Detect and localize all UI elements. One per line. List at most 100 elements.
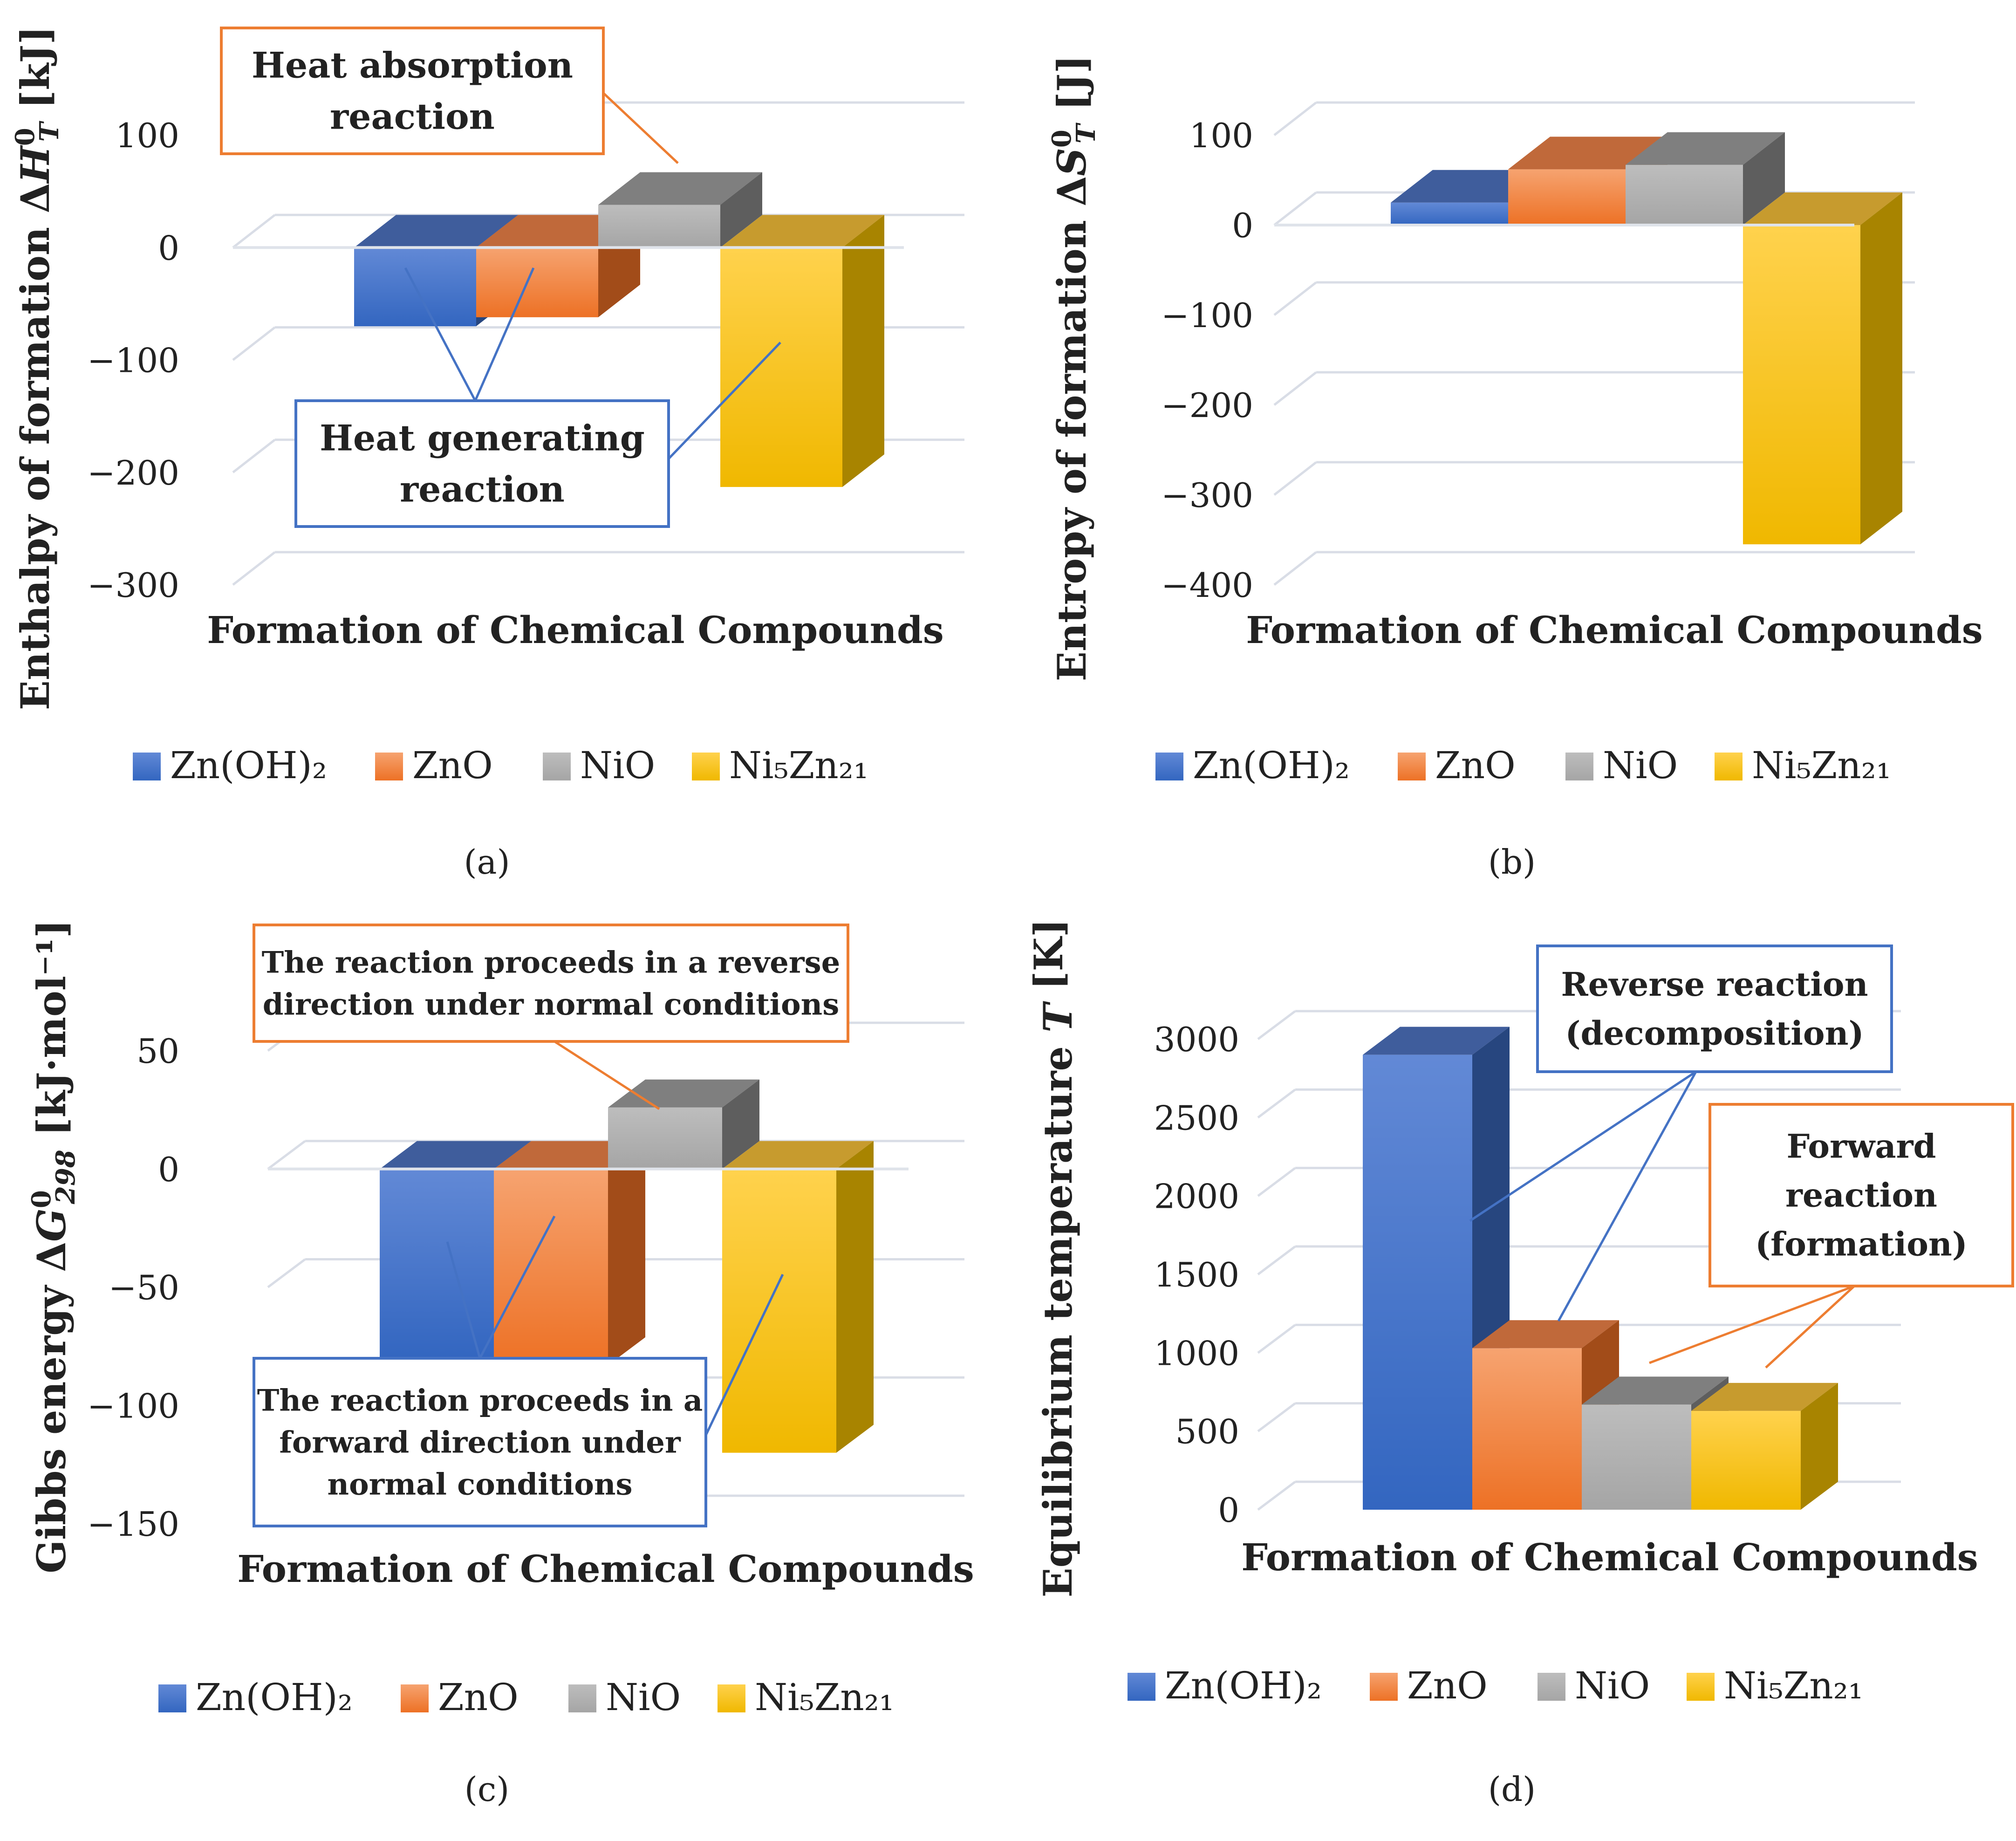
y-tick-label: 2500 — [1154, 1098, 1239, 1137]
legend-swatch — [1398, 753, 1426, 780]
annotation-leader — [474, 267, 535, 402]
annotation-text: normal conditions — [327, 1467, 632, 1502]
annotation-leader — [1765, 1285, 1855, 1369]
annotation-leader — [663, 342, 781, 465]
y-tick-label: −300 — [87, 566, 179, 605]
legend-swatch — [1538, 1673, 1565, 1701]
x-axis-label: Formation of Chemical Compounds — [1241, 1535, 1978, 1579]
bar-front — [608, 1107, 722, 1169]
bar-front — [720, 247, 842, 487]
annotation-leader — [478, 1215, 556, 1359]
legend-swatch — [1370, 1673, 1398, 1701]
y-axis-label: Equilibrium temperature T [K] — [1025, 919, 1081, 1598]
legend: Zn(OH)₂ ZnO NiO Ni₅Zn₂₁ — [133, 744, 868, 787]
bar-top — [1626, 132, 1785, 165]
gridline-diagonal — [232, 214, 276, 249]
y-axis-label: Entropy of formation ΔS0T [J] — [1046, 55, 1101, 681]
chart-panel-b: 100 0 −100 −200 −300 −400 Entropy of formation… — [1046, 55, 1983, 882]
bar-top — [720, 215, 884, 248]
y-axis-label-part: T — [1035, 1001, 1081, 1033]
annotation-orange: Forward reaction (formation) — [1649, 1103, 2014, 1369]
annotation-leader — [446, 1241, 481, 1359]
bar-top — [354, 215, 518, 248]
bar-front — [1691, 1410, 1801, 1510]
y-tick-label: 0 — [158, 1150, 179, 1189]
legend-swatch — [1155, 753, 1183, 780]
y-tick-label: −200 — [87, 453, 179, 493]
annotation-text: reaction — [400, 469, 565, 510]
gridline-diagonal — [232, 551, 276, 586]
legend: Zn(OH)₂ ZnO NiO Ni₅Zn₂₁ — [1128, 1664, 1863, 1707]
annotation-text: (decomposition) — [1565, 1014, 1864, 1053]
legend-swatch — [375, 753, 403, 780]
annotation-box — [220, 27, 605, 155]
gridline-diagonal — [1273, 371, 1317, 406]
bar-top — [1472, 1320, 1619, 1348]
legend-swatch — [401, 1684, 429, 1712]
bar-3 — [598, 172, 762, 248]
gridline-diagonal — [1273, 551, 1317, 586]
gridline-diagonal — [1257, 1010, 1296, 1040]
annotation-text: Forward — [1787, 1127, 1936, 1166]
bar-side — [608, 1141, 645, 1365]
y-axis-label-part: Equilibrium temperature — [1035, 1033, 1081, 1597]
annotation-text: The reaction proceeds in a — [257, 1383, 703, 1418]
legend-label: Zn(OH)₂ — [196, 1676, 353, 1719]
annotation-text: Reverse reaction — [1561, 965, 1868, 1004]
annotation-blue: The reaction proceeds in a forward direct… — [253, 1215, 784, 1527]
y-axis-label-part: 0 — [10, 128, 41, 146]
legend-label: NiO — [606, 1676, 681, 1719]
bar-top — [1691, 1382, 1838, 1411]
annotation-text: reaction — [1785, 1176, 1937, 1215]
y-tick-label: 1000 — [1154, 1334, 1239, 1373]
y-axis-label-part: 298 — [50, 1150, 81, 1205]
bar-2 — [494, 1141, 645, 1365]
bar-side — [842, 215, 884, 487]
annotation-orange: Heat absorption reaction — [220, 27, 679, 164]
y-axis-label-part: G — [28, 1208, 75, 1242]
bar-3 — [1626, 132, 1785, 225]
annotation-box — [253, 1357, 707, 1527]
y-axis-label-part: 0 — [1046, 130, 1077, 148]
gridline-diagonal — [1273, 461, 1317, 496]
legend-swatch — [1128, 1673, 1155, 1701]
legend-label: NiO — [1603, 744, 1678, 787]
chart-panel-d: 3000 2500 2000 1500 1000 500 0 Equilibrium temp… — [1025, 919, 2014, 1809]
y-tick-label: 0 — [158, 228, 179, 267]
gridline-diagonal — [1257, 1088, 1296, 1119]
legend-label: Ni₅Zn₂₁ — [1752, 744, 1891, 787]
legend-swatch — [692, 753, 720, 780]
annotation-blue: Reverse reaction (decomposition) — [1469, 944, 1893, 1322]
legend-swatch — [543, 753, 571, 780]
bar-top — [1363, 1027, 1510, 1055]
y-tick-label: 3000 — [1154, 1020, 1239, 1059]
gridline-diagonal — [232, 326, 276, 361]
bar-4 — [720, 215, 884, 487]
legend-swatch — [718, 1684, 745, 1712]
bar-top — [380, 1141, 531, 1169]
x-axis-label: Formation of Chemical Compounds — [1246, 608, 1983, 652]
annotation-text: Heat generating — [320, 417, 645, 459]
bar-side — [1860, 192, 1902, 545]
bar-side — [1743, 132, 1785, 225]
y-tick-label: 100 — [1189, 116, 1253, 155]
annotation-box — [1536, 944, 1893, 1073]
x-axis-label: Formation of Chemical Compounds — [207, 608, 944, 652]
legend-label: Zn(OH)₂ — [1165, 1664, 1322, 1707]
y-axis-label-part: T — [34, 120, 65, 142]
legend-swatch — [1565, 753, 1593, 780]
legend-label: Zn(OH)₂ — [170, 744, 327, 787]
annotation-leader — [704, 1273, 784, 1436]
y-tick-label: 50 — [137, 1032, 179, 1071]
bar-3 — [608, 1079, 759, 1169]
annotation-leader — [554, 1040, 660, 1110]
gridline-diagonal — [1257, 1402, 1296, 1432]
y-tick-label: 1500 — [1154, 1255, 1239, 1294]
y-axis-label-part: S — [1049, 148, 1095, 176]
annotation-box — [294, 399, 670, 528]
y-tick-label: 500 — [1175, 1412, 1239, 1451]
legend-label: ZnO — [412, 744, 493, 787]
y-axis-label-part: [kJ·mol⁻¹] — [28, 919, 75, 1150]
y-tick-label: −300 — [1161, 476, 1253, 515]
